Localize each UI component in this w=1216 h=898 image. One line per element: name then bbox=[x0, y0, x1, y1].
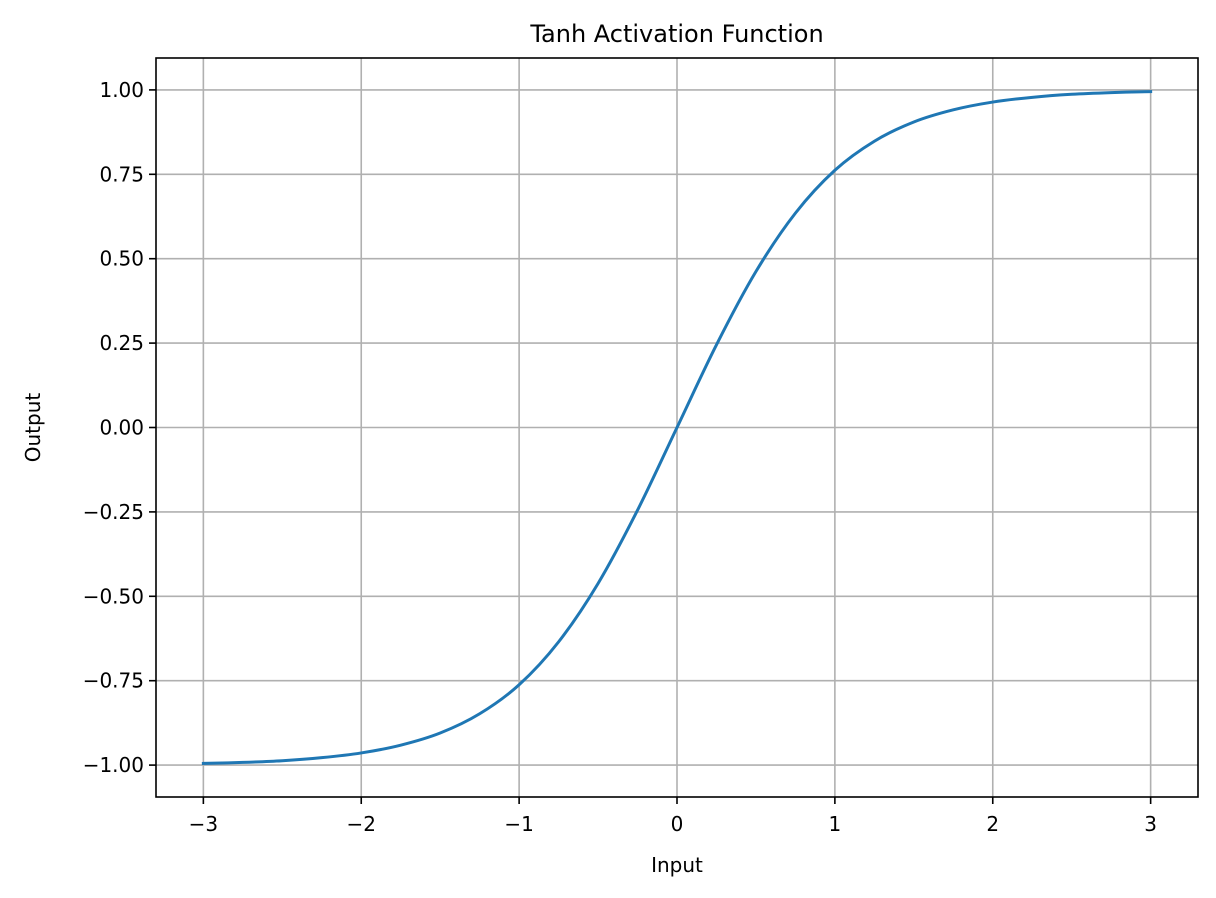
x-tick-label: 0 bbox=[671, 812, 684, 836]
y-axis-label: Output bbox=[21, 393, 45, 463]
y-tick-label: −0.50 bbox=[83, 584, 144, 608]
x-tick-label: 2 bbox=[986, 812, 999, 836]
y-tick-label: 1.00 bbox=[99, 78, 144, 102]
x-axis-label: Input bbox=[651, 853, 703, 877]
tick-layer: −3 −2 −1 0 1 2 3 −1.00 −0.75 −0.50 −0.25 0.00 0.25 0.… bbox=[83, 78, 1157, 836]
y-tick-label: 0.50 bbox=[99, 247, 144, 271]
x-tick-label: −1 bbox=[504, 812, 533, 836]
y-tick-label: 0.25 bbox=[99, 331, 144, 355]
chart-title: Tanh Activation Function bbox=[529, 20, 823, 48]
x-tick-label: 1 bbox=[829, 812, 842, 836]
y-tick-label: −0.25 bbox=[83, 500, 144, 524]
y-tick-label: −0.75 bbox=[83, 669, 144, 693]
x-tick-label: −2 bbox=[347, 812, 376, 836]
series-layer bbox=[201, 90, 1153, 765]
series-line bbox=[201, 90, 1153, 765]
y-tick-label: −1.00 bbox=[83, 753, 144, 777]
x-tick-label: −3 bbox=[189, 812, 218, 836]
grid-layer bbox=[156, 58, 1198, 797]
x-tick-label: 3 bbox=[1144, 812, 1157, 836]
y-tick-label: 0.75 bbox=[99, 162, 144, 186]
y-tick-label: 0.00 bbox=[99, 416, 144, 440]
